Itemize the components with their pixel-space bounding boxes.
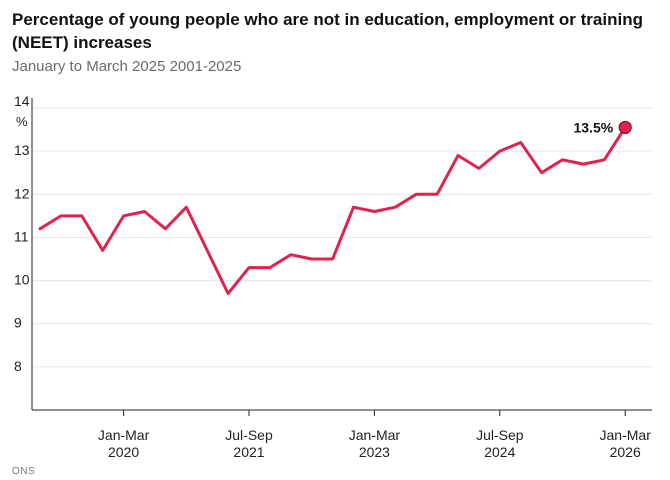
x-tick-label-period: Jan-Mar <box>349 427 401 443</box>
annotations: 13.5% <box>573 119 632 135</box>
x-tick-label-year: 2026 <box>610 444 641 460</box>
y-tick-label: 8 <box>14 358 22 374</box>
series-line <box>38 125 627 295</box>
x-tick-labels: Jan-Mar2020Jul-Sep2021Jan-Mar2023Jul-Sep… <box>98 427 651 460</box>
y-tick-label: 9 <box>14 315 22 331</box>
x-tick-label-period: Jul-Sep <box>225 427 273 443</box>
x-tick-label-period: Jan-Mar <box>98 427 150 443</box>
x-tick-label-period: Jan-Mar <box>600 427 652 443</box>
x-tick-label-year: 2021 <box>233 444 264 460</box>
y-axis-label: % <box>16 114 28 129</box>
x-tick-label-year: 2023 <box>359 444 390 460</box>
y-tick-labels: 8 9 10 11 12 13 14% <box>14 93 30 374</box>
x-tick-label-year: 2024 <box>484 444 515 460</box>
y-tick-label: 13 <box>14 142 30 158</box>
source-note: ONS <box>12 466 36 477</box>
series-layer <box>38 125 627 295</box>
x-tick-label-year: 2020 <box>108 444 139 460</box>
x-tick-label-period: Jul-Sep <box>476 427 524 443</box>
y-tick-label: 11 <box>14 228 29 244</box>
y-tick-label: 10 <box>14 272 30 288</box>
chart-title: Percentage of young people who are not i… <box>12 10 643 52</box>
axes <box>31 98 652 416</box>
last-value-label: 13.5% <box>573 119 613 135</box>
y-tick-label: 12 <box>14 185 30 201</box>
y-tick-label: 14 <box>14 93 30 109</box>
last-value-marker <box>618 120 632 135</box>
chart-subtitle: January to March 2025 2001-2025 <box>12 58 242 75</box>
